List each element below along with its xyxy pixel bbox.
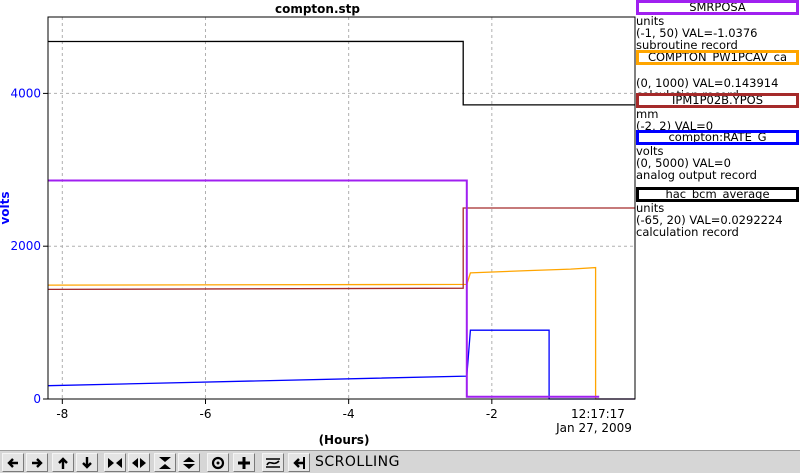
arrow-right-button[interactable]	[26, 453, 48, 472]
legend-entry-name[interactable]: IPM1P02B.YPOS	[636, 93, 799, 108]
compress-vertical-button[interactable]	[178, 453, 200, 472]
x-axis-label: (Hours)	[319, 433, 370, 447]
expand-vertical-icon	[159, 456, 171, 469]
arrow-left-icon	[7, 457, 18, 468]
arrow-down-button[interactable]	[76, 453, 98, 472]
x-tick-label: -6	[200, 407, 212, 421]
plot-area[interactable]: 0 2000 4000 -8 -6 -4 -2 volts (Hours) 12:17:1…	[0, 0, 636, 450]
legend-entry-name[interactable]: COMPTON_PW1PCAV_ca	[636, 50, 799, 65]
legend-range-value: (0, 1000) VAL=0.143914	[636, 76, 779, 90]
legend-record-type: subroutine record	[636, 38, 738, 52]
y-tick-label: 2000	[10, 239, 41, 253]
legend-units: mm	[636, 107, 659, 121]
plot-frame	[47, 16, 636, 400]
legend-entry-name[interactable]: compton:RATE_G	[636, 130, 799, 145]
legend-range-value: (0, 5000) VAL=0	[636, 156, 731, 170]
arrow-right-icon	[32, 457, 43, 468]
compress-horizontal-button[interactable]	[128, 453, 150, 472]
autoscale-button[interactable]	[262, 453, 284, 472]
plot-title: compton.stp	[274, 2, 360, 16]
arrow-up-button[interactable]	[52, 453, 74, 472]
y-axis-label: volts	[0, 191, 12, 224]
legend-range-value: (-2, 2) VAL=0	[636, 119, 714, 133]
series-line-ipm1p02b-ypos	[47, 207, 635, 291]
legend-units: volts	[636, 144, 664, 158]
legend-entry-name[interactable]: hac_bcm_average	[636, 187, 799, 202]
legend-range-value: (-1, 50) VAL=-1.0376	[636, 26, 758, 40]
scroll-end-button[interactable]	[288, 453, 310, 472]
plus-icon	[238, 456, 250, 469]
scroll-end-icon	[293, 456, 305, 469]
x-tick-label: -8	[56, 407, 68, 421]
legend-range-value: (-65, 20) VAL=0.0292224	[636, 213, 783, 227]
compress-horizontal-icon	[132, 457, 146, 468]
expand-horizontal-icon	[108, 457, 122, 468]
scrolling-status: SCROLLING	[315, 454, 400, 470]
expand-vertical-button[interactable]	[154, 453, 176, 472]
end-time: 12:17:17	[571, 407, 625, 421]
x-tick-label: -2	[486, 407, 498, 421]
series-line-compton-rate-g	[47, 329, 635, 400]
legend-record-type: calculation record	[636, 225, 739, 239]
x-tick-label: -4	[343, 407, 355, 421]
legend-entry-name[interactable]: SMRPOSA	[636, 0, 799, 15]
legend-units: units	[636, 14, 665, 28]
compress-vertical-icon	[183, 456, 195, 469]
zoom-circle-button[interactable]	[207, 453, 229, 472]
series-line-hac-bcm-average	[47, 40, 635, 106]
plus-button[interactable]	[233, 453, 255, 472]
legend-record-type: analog output record	[636, 168, 757, 182]
arrow-up-icon	[58, 456, 68, 469]
arrow-left-button[interactable]	[2, 453, 24, 472]
grid-lines	[48, 17, 635, 399]
series-layer	[47, 40, 635, 400]
legend-units: units	[636, 201, 665, 215]
expand-horizontal-button[interactable]	[104, 453, 126, 472]
autoscale-icon	[266, 457, 280, 468]
x-axis: -8 -6 -4 -2	[56, 399, 498, 421]
end-date: Jan 27, 2009	[555, 421, 632, 435]
arrow-down-icon	[82, 456, 92, 469]
toolbar: SCROLLING	[0, 450, 800, 473]
y-tick-label: 0	[33, 392, 41, 406]
y-tick-label: 4000	[10, 86, 41, 100]
zoom-circle-icon	[211, 456, 225, 469]
series-line-smrposa	[48, 179, 600, 398]
y-axis: 0 2000 4000	[10, 86, 48, 406]
